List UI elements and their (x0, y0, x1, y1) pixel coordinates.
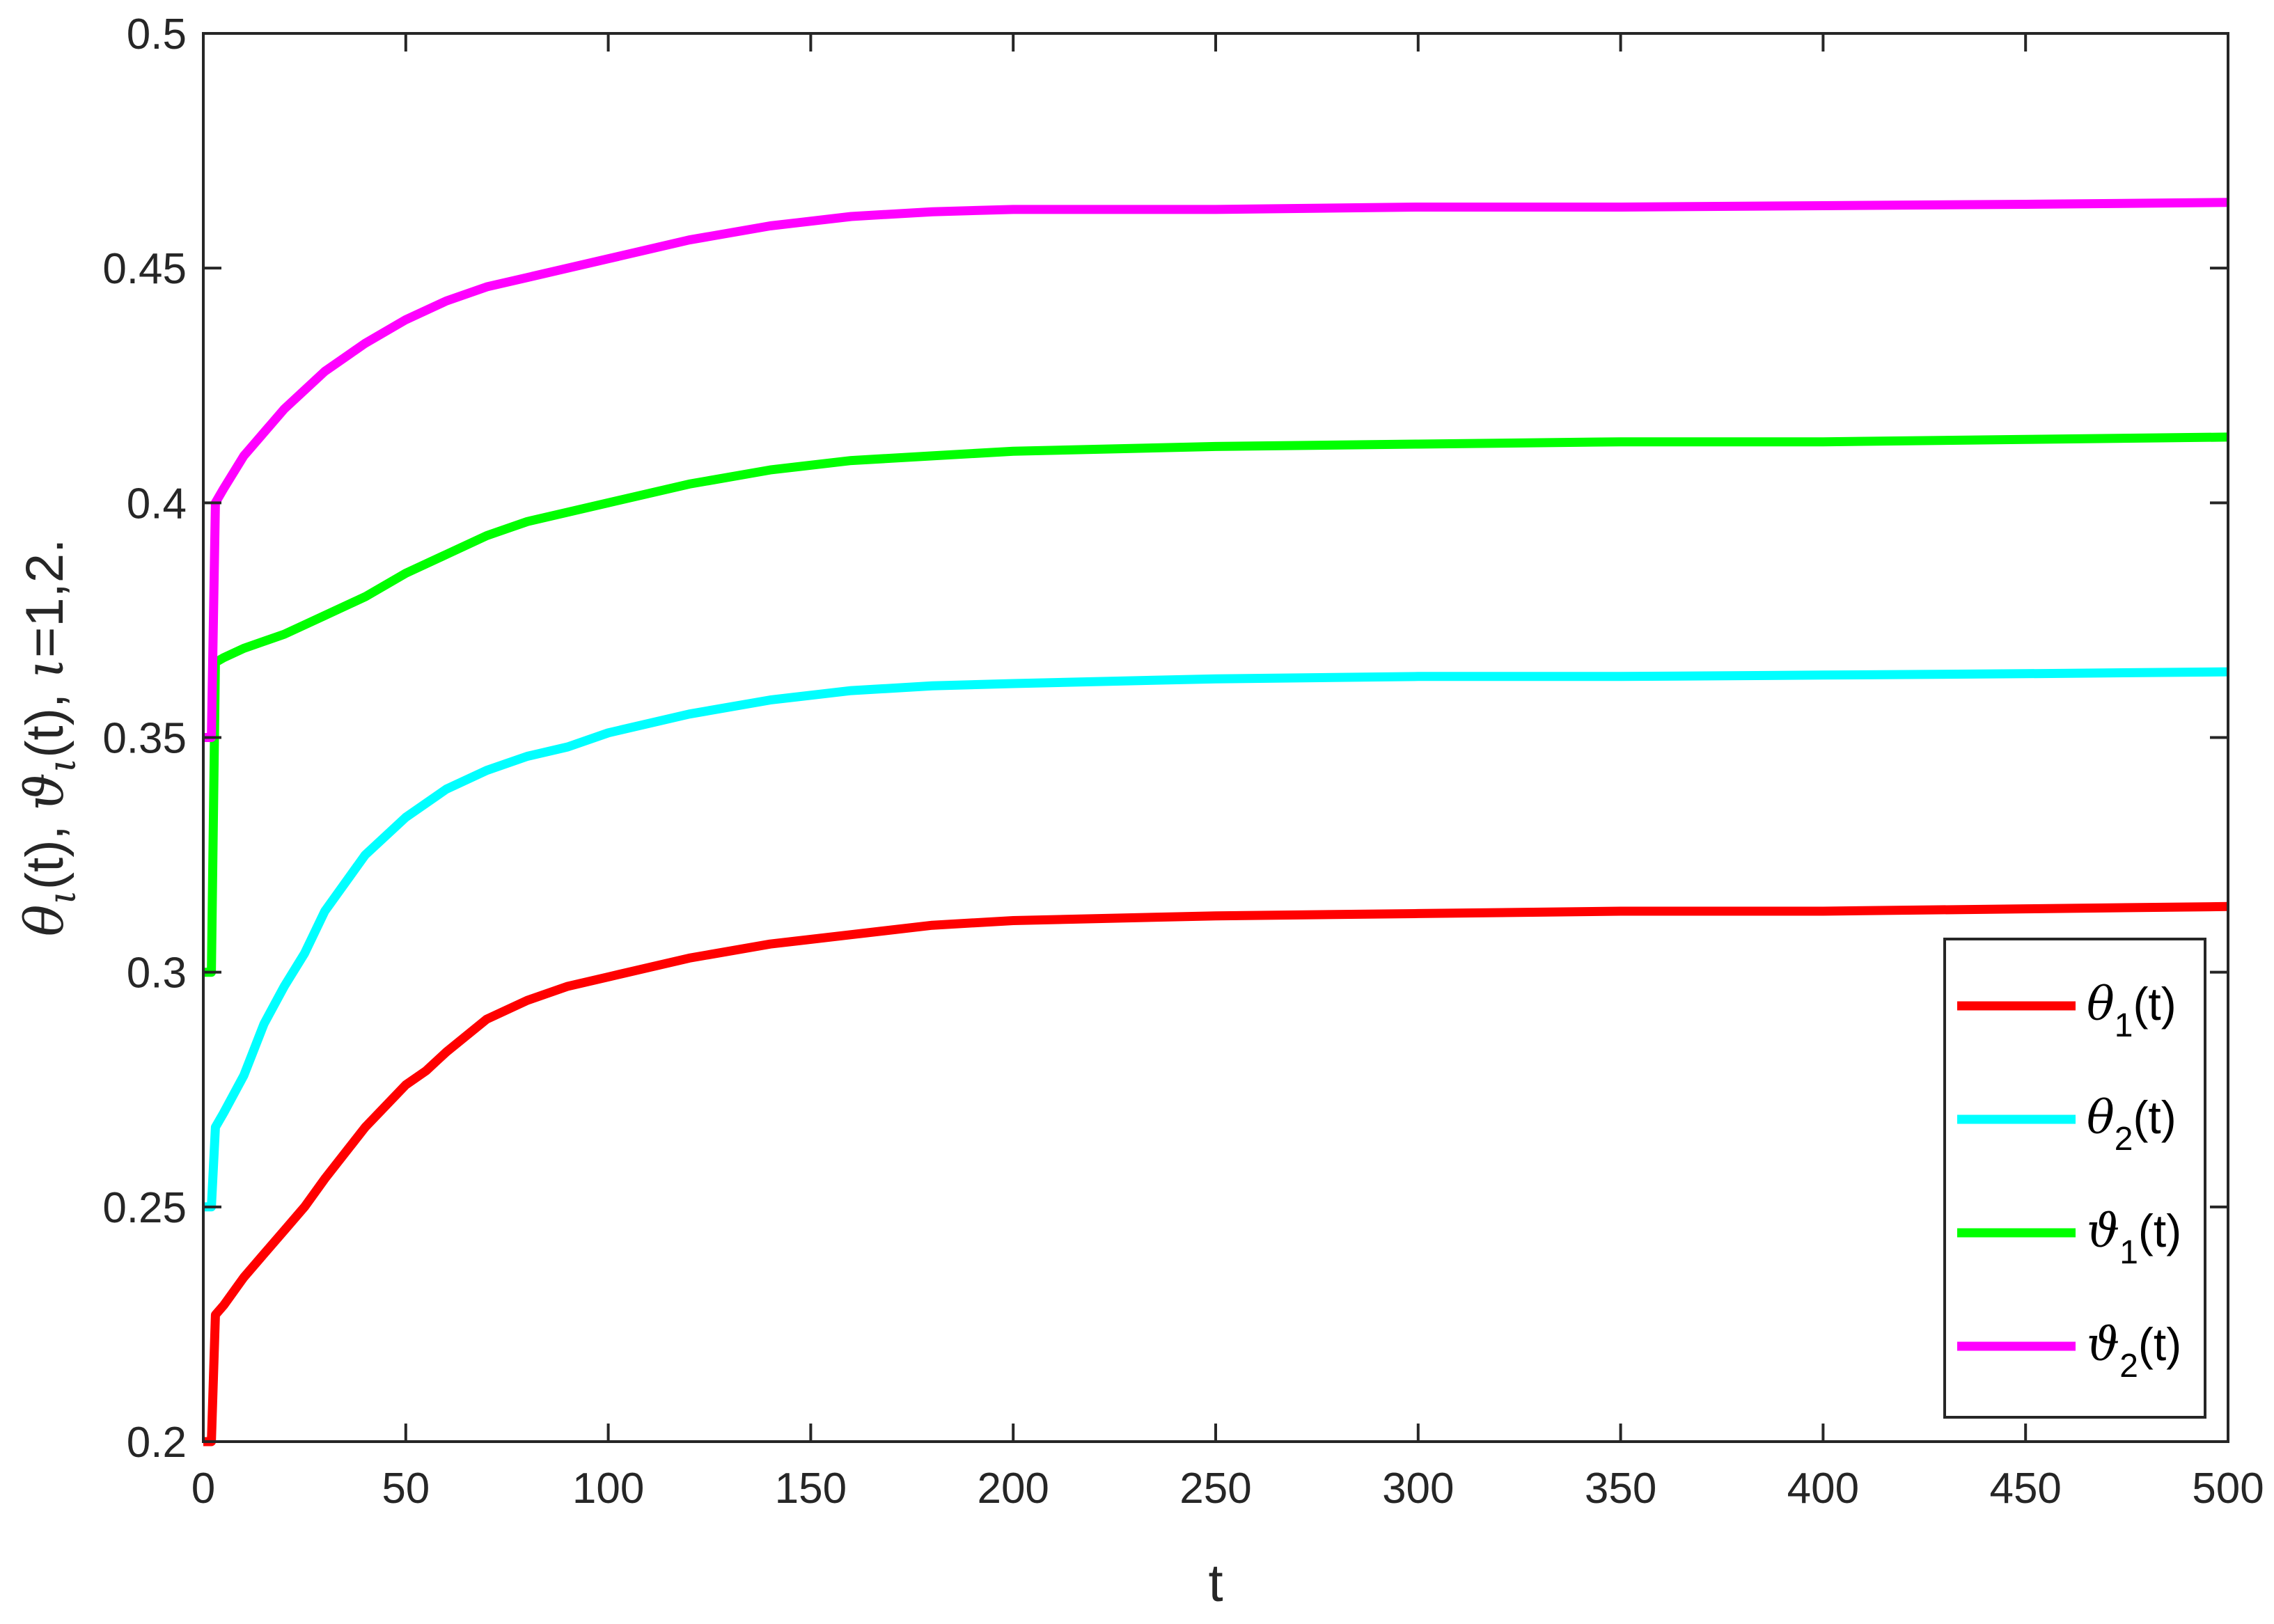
series-line-vartheta1 (203, 432, 2229, 977)
x-tick-label: 350 (1585, 1465, 1656, 1513)
plot-area (203, 33, 2228, 1442)
x-tick-label: 300 (1382, 1465, 1454, 1513)
legend-label-theta2: θ2(t) (2087, 1091, 2177, 1158)
y-tick-label: 0.5 (127, 10, 187, 58)
x-tick-label: 50 (382, 1465, 430, 1513)
x-axis-label: t (1208, 1554, 1223, 1613)
y-axis-label: θι(t), ϑι(t), ι=1,2. (13, 539, 84, 936)
legend-box (1943, 938, 2206, 1419)
y-tick-label: 0.25 (102, 1184, 187, 1232)
legend-label-theta1: θ1(t) (2087, 977, 2177, 1044)
y-tick-label: 0.2 (127, 1419, 187, 1467)
legend-label-vartheta2: ϑ2(t) (2087, 1318, 2181, 1385)
series-line-theta2 (203, 667, 2229, 1212)
plot-frame (202, 32, 2229, 1443)
series-line-vartheta2 (203, 198, 2229, 742)
x-tick-label: 250 (1179, 1465, 1251, 1513)
x-tick-label: 150 (775, 1465, 847, 1513)
x-tick-label: 450 (1989, 1465, 2061, 1513)
y-tick-label: 0.3 (127, 949, 187, 998)
legend: θ1(t) θ2(t) ϑ1(t) ϑ2(t) (1943, 938, 2206, 1419)
x-tick-label: 200 (977, 1465, 1049, 1513)
ticks-layer (202, 32, 2229, 1443)
x-tick-label: 0 (191, 1465, 215, 1513)
y-tick-label: 0.35 (102, 715, 187, 763)
x-tick-label: 100 (572, 1465, 644, 1513)
x-tick-label: 500 (2192, 1465, 2264, 1513)
series-layer (203, 198, 2229, 1446)
labels-layer: 0 50 100 150 200 250 300 350 400 450 500 0.2 0.25 0.3… (13, 10, 2264, 1613)
y-tick-label: 0.4 (127, 480, 187, 528)
y-tick-label: 0.45 (102, 245, 187, 293)
x-tick-label: 400 (1787, 1465, 1859, 1513)
legend-label-vartheta1: ϑ1(t) (2087, 1204, 2181, 1271)
series-line-theta1 (203, 901, 2229, 1446)
